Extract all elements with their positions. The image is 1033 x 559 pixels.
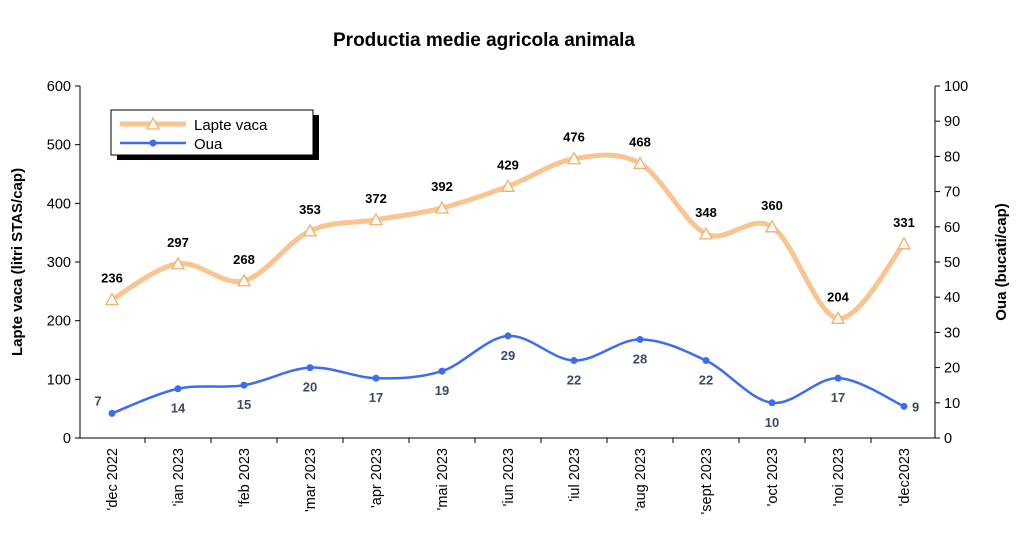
milk-data-label: 331 — [893, 215, 915, 230]
x-tick-label: 'dec 2022 — [105, 448, 121, 510]
x-tick-label: 'aug 2023 — [633, 448, 649, 511]
legend-label-eggs: Oua — [194, 136, 223, 153]
y-right-tick-label: 30 — [944, 325, 960, 341]
milk-point-marker — [170, 256, 186, 270]
y-right-tick-label: 80 — [944, 149, 960, 165]
x-tick-label: 'mar 2023 — [303, 448, 319, 512]
milk-data-label: 429 — [497, 157, 519, 172]
milk-point-marker — [434, 200, 450, 214]
legend-eggs-marker — [149, 139, 157, 147]
legend-milk-marker — [145, 116, 161, 130]
milk-data-label: 476 — [563, 130, 585, 145]
legend-label-milk: Lapte vaca — [194, 117, 268, 134]
y-right-tick-label: 50 — [944, 255, 960, 271]
y-right-tick-label: 20 — [944, 361, 960, 377]
y-left-tick-label: 300 — [47, 255, 71, 271]
milk-point-marker — [368, 212, 384, 226]
y-axis-right-title: Oua (bucati/cap) — [993, 203, 1010, 321]
eggs-point-marker — [768, 399, 776, 407]
eggs-point-marker — [306, 364, 314, 372]
milk-point-marker — [764, 219, 780, 233]
eggs-data-label: 28 — [633, 351, 647, 366]
milk-point-marker — [896, 236, 912, 250]
milk-data-label: 268 — [233, 252, 255, 267]
y-left-tick-label: 600 — [47, 79, 71, 95]
eggs-data-label: 14 — [171, 401, 186, 416]
x-tick-label: 'mai 2023 — [435, 448, 451, 510]
x-tick-label: 'oct 2023 — [765, 448, 781, 506]
x-tick-label: 'ian 2023 — [171, 448, 187, 506]
eggs-point-marker — [702, 357, 710, 365]
milk-point-marker — [698, 226, 714, 240]
milk-data-label: 348 — [695, 205, 717, 220]
milk-data-label: 204 — [827, 289, 849, 304]
eggs-point-marker — [636, 335, 644, 343]
milk-data-label: 297 — [167, 235, 189, 250]
y-right-tick-label: 0 — [944, 431, 952, 447]
x-tick-label: 'iun 2023 — [501, 448, 517, 506]
y-right-tick-label: 90 — [944, 114, 960, 130]
y-right-tick-label: 60 — [944, 220, 960, 236]
legend: Lapte vaca Oua — [110, 109, 319, 160]
y-right-tick-label: 10 — [944, 396, 960, 412]
milk-point-marker — [566, 151, 582, 165]
y-right-tick-label: 70 — [944, 185, 960, 201]
eggs-point-marker — [174, 385, 182, 393]
y-right-tick-label: 100 — [944, 79, 968, 95]
x-tick-label: 'apr 2023 — [369, 448, 385, 508]
eggs-point-marker — [372, 374, 380, 382]
x-tick-label: 'sept 2023 — [699, 448, 715, 514]
data-labels: 236 297 268 353 372 392 429 476 468 348 360 204 331 7… — [94, 130, 919, 430]
y-axis-left-title: Lapte vaca (litri STAS/cap) — [9, 168, 26, 356]
milk-data-label: 372 — [365, 191, 387, 206]
eggs-point-marker — [900, 402, 908, 410]
eggs-point-marker — [504, 332, 512, 340]
legend-box — [110, 109, 314, 156]
y-left-tick-label: 0 — [63, 431, 71, 447]
eggs-data-label: 17 — [831, 390, 845, 405]
eggs-data-label: 7 — [94, 393, 101, 408]
milk-data-label: 392 — [431, 179, 453, 194]
axes: 0 100 200 300 400 500 600 0 10 20 30 40 50 60 70 80 90 10… — [47, 79, 968, 514]
eggs-data-label: 22 — [699, 373, 713, 388]
y-left-tick-label: 400 — [47, 196, 71, 212]
eggs-data-label: 19 — [435, 383, 449, 398]
eggs-data-label: 29 — [501, 348, 515, 363]
x-tick-label: 'noi 2023 — [831, 448, 847, 506]
eggs-point-marker — [834, 374, 842, 382]
eggs-point-marker — [438, 367, 446, 375]
milk-data-label: 360 — [761, 198, 783, 213]
milk-point-marker — [104, 292, 120, 306]
eggs-data-label: 15 — [237, 397, 251, 412]
x-tick-label: 'dec2023 — [897, 448, 913, 506]
eggs-data-label: 9 — [912, 399, 919, 414]
x-tick-label: 'iul 2023 — [567, 448, 583, 502]
y-left-tick-label: 200 — [47, 314, 71, 330]
chart-title: Productia medie agricola animala — [333, 30, 635, 51]
milk-point-marker — [830, 310, 846, 324]
y-left-tick-label: 100 — [47, 372, 71, 388]
milk-data-label: 236 — [101, 271, 123, 286]
eggs-data-label: 22 — [567, 373, 581, 388]
milk-data-label: 353 — [299, 202, 321, 217]
eggs-data-label: 10 — [765, 415, 779, 430]
milk-data-label: 468 — [629, 134, 651, 149]
milk-point-marker — [500, 178, 516, 192]
eggs-point-marker — [240, 381, 248, 389]
eggs-data-label: 20 — [303, 380, 317, 395]
eggs-point-marker — [108, 409, 116, 417]
milk-point-marker — [302, 223, 318, 237]
series-layer — [104, 151, 912, 417]
milk-point-marker — [236, 273, 252, 287]
eggs-data-label: 17 — [369, 390, 383, 405]
milk-point-marker — [632, 156, 648, 170]
y-right-tick-label: 40 — [944, 290, 960, 306]
x-tick-label: 'feb 2023 — [237, 448, 253, 507]
eggs-point-marker — [570, 357, 578, 365]
y-left-tick-label: 500 — [47, 138, 71, 154]
